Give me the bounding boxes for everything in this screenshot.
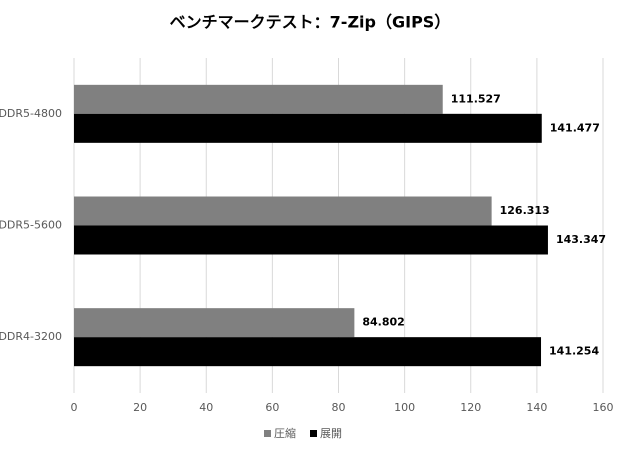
x-tick-label: 40: [199, 401, 213, 414]
data-label: 141.477: [550, 121, 600, 134]
x-tick-label: 60: [265, 401, 279, 414]
legend-label: 展開: [320, 427, 342, 440]
bar: [74, 113, 542, 143]
legend-label: 圧縮: [274, 426, 296, 440]
data-label: 111.527: [451, 92, 501, 105]
legend-swatch: [310, 430, 317, 437]
bar: [74, 84, 443, 114]
x-tick-label: 120: [460, 401, 481, 414]
x-tick-label: 140: [526, 401, 547, 414]
legend-swatch: [264, 430, 271, 437]
x-tick-label: 80: [332, 401, 346, 414]
x-tick-label: 0: [71, 401, 78, 414]
x-tick-label: 160: [593, 401, 614, 414]
chart-title: ベンチマークテスト：7-Zip（GIPS）: [170, 13, 451, 32]
data-label: 84.802: [362, 316, 404, 329]
data-label: 126.313: [500, 204, 550, 217]
bar: [74, 196, 492, 226]
x-tick-label: 20: [133, 401, 147, 414]
y-tick-label: DDR5-5600: [0, 219, 62, 232]
y-tick-label: DDR5-4800: [0, 107, 62, 120]
bar: [74, 337, 542, 367]
data-label: 141.254: [549, 345, 599, 358]
bar: [74, 225, 548, 255]
x-tick-label: 100: [394, 401, 415, 414]
data-label: 143.347: [556, 233, 606, 246]
y-tick-label: DDR4-3200: [0, 330, 62, 343]
bar: [74, 308, 355, 338]
